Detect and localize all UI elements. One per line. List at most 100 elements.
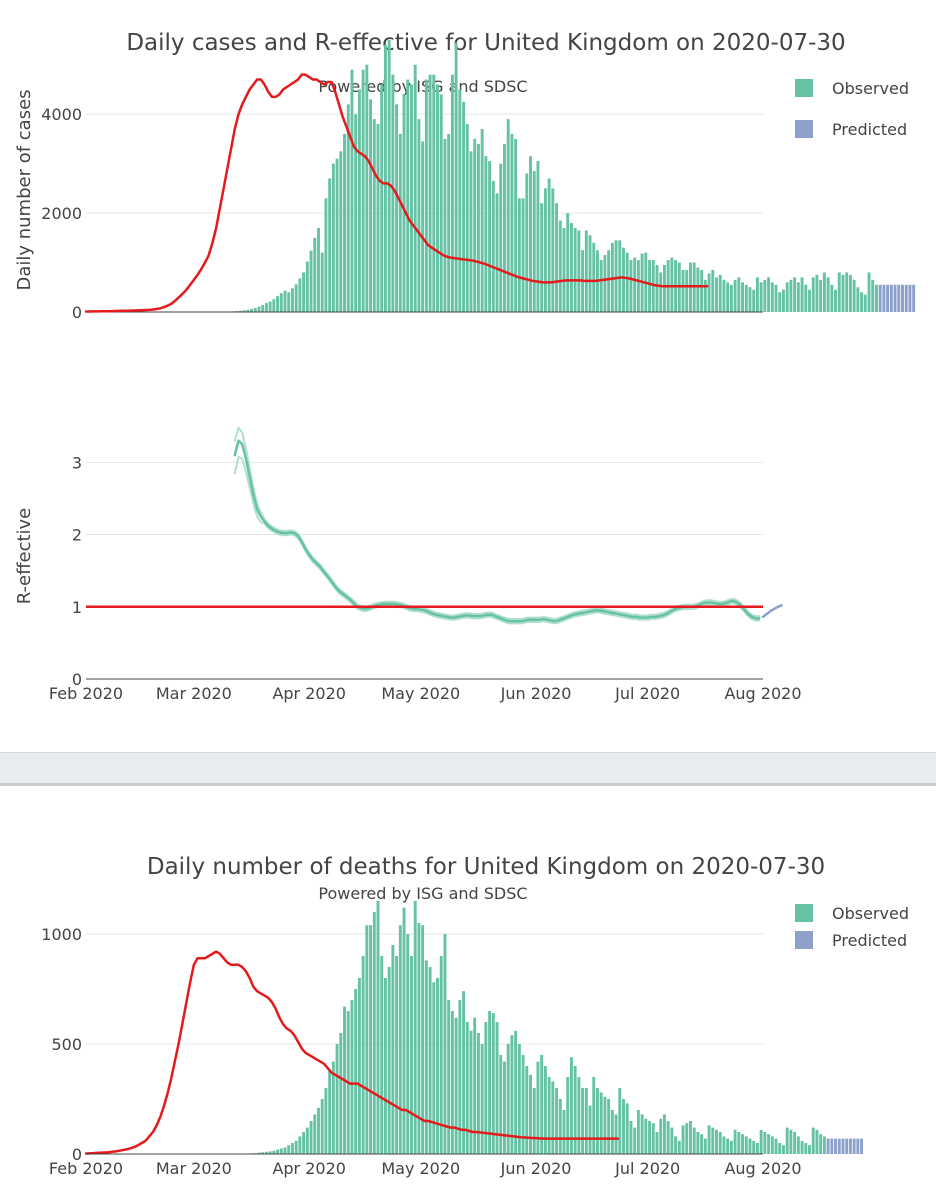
deaths-bar-observed [287,1145,291,1154]
cases-bar-observed [484,156,488,312]
cases-bar-observed [458,89,462,312]
reff-y-tick-label: 3 [72,453,82,472]
deaths-bar-observed [581,1088,585,1154]
deaths-bar-observed [380,956,384,1154]
deaths-bar-observed [313,1114,317,1154]
cases-bar-predicted [886,284,890,312]
cases-bar-predicted [901,284,904,312]
deaths-bar-observed [711,1127,715,1154]
cases-bar-observed [536,161,540,312]
deaths-bar-observed [651,1123,655,1154]
legend-observed-label[interactable]: Observed [832,904,909,923]
reff-y-axis-label: R-effective [14,508,35,605]
deaths-bar-observed [387,967,391,1154]
deaths-bar-observed [398,925,402,1154]
deaths-bar-observed [328,1070,332,1154]
cases-bar-observed [726,282,730,312]
deaths-bar-observed [439,956,443,1154]
cases-bar-observed [272,299,276,312]
deaths-bar-observed [383,978,387,1154]
deaths-bar-observed [689,1121,692,1154]
deaths-bar-observed [276,1149,280,1154]
reff-upper-bound-line [233,426,761,621]
deaths-bar-observed [811,1127,815,1154]
cases-trend-line [84,73,709,313]
deaths-chart-subtitle: Powered by ISG and SDSC [318,884,527,903]
section-divider [0,752,936,786]
deaths-bar-observed [800,1140,804,1154]
deaths-bar-observed [365,925,369,1154]
deaths-bar-observed [640,1114,644,1154]
cases-bar-observed [376,124,380,312]
deaths-bar-observed [677,1140,681,1154]
deaths-bar-observed [822,1136,826,1154]
deaths-bar-observed [391,945,395,1154]
deaths-bar-observed [517,1044,521,1154]
cases-bar-observed [748,287,752,312]
cases-bar-observed [607,250,611,312]
deaths-bar-predicted [852,1138,856,1154]
deaths-x-tick-label: May 2020 [381,1159,460,1178]
cases-bar-observed [618,240,622,312]
legend-predicted-swatch[interactable] [795,120,813,138]
legend-observed-swatch[interactable] [795,79,813,97]
cases-bar-observed [432,74,436,312]
cases-bar-observed [729,284,733,312]
legend-observed-label[interactable]: Observed [832,79,909,98]
legend-predicted-label[interactable]: Predicted [832,120,907,139]
deaths-bar-observed [413,901,417,1154]
deaths-bar-observed [573,1066,577,1154]
deaths-bar-observed [551,1081,555,1154]
cases-bar-observed [324,198,328,312]
deaths-bar-observed [681,1125,685,1154]
cases-bar-observed [447,133,451,312]
cases-bar-observed [815,274,819,312]
deaths-bar-observed [748,1138,752,1154]
deaths-bar-observed [804,1143,808,1154]
legend-observed-swatch[interactable] [795,904,813,922]
legend-predicted-swatch[interactable] [795,931,813,949]
deaths-bar-observed [562,1110,566,1154]
deaths-bar-observed [685,1123,689,1154]
deaths-bar-observed [770,1136,774,1154]
cases-bar-observed [752,289,756,312]
deaths-bar-observed [510,1035,514,1154]
cases-bar-observed [781,289,785,312]
cases-bar-observed [722,279,726,312]
deaths-bar-observed [781,1145,785,1154]
cases-chart-subtitle: Powered by ISG and SDSC [318,77,527,96]
deaths-bar-observed [733,1129,737,1154]
cases-bar-observed [648,260,652,312]
cases-bar-predicted [878,284,882,312]
cases-bar-observed [238,310,242,312]
deaths-bar-observed [622,1099,625,1154]
cases-bar-observed [398,133,402,312]
cases-bar-observed [622,247,625,312]
cases-bar-observed [830,284,834,312]
cases-bar-observed [826,277,830,312]
deaths-bar-observed [588,1105,592,1154]
deaths-bar-observed [785,1127,789,1154]
cases-bar-observed [808,289,811,312]
legend-predicted-label[interactable]: Predicted [832,931,907,950]
deaths-bar-observed [655,1132,659,1154]
deaths-bar-observed [715,1129,718,1154]
deaths-bar-observed [778,1143,782,1154]
cases-bar-observed [343,133,346,312]
deaths-bar-observed [536,1061,540,1154]
deaths-x-tick-label: Jun 2020 [500,1159,572,1178]
cases-bar-observed [439,94,443,313]
deaths-bar-observed [476,1033,480,1154]
deaths-trend-line [84,950,620,1155]
deaths-bar-observed [726,1138,730,1154]
deaths-bar-observed [436,978,439,1154]
cases-bar-observed [741,282,745,312]
deaths-bar-observed [759,1129,763,1154]
deaths-bar-observed [744,1136,748,1154]
cases-bar-observed [290,288,294,312]
cases-bar-observed [517,198,521,312]
deaths-bar-observed [339,1033,343,1154]
deaths-bar-observed [674,1136,678,1154]
cases-bar-observed [711,269,715,312]
deaths-bar-observed [722,1136,726,1154]
